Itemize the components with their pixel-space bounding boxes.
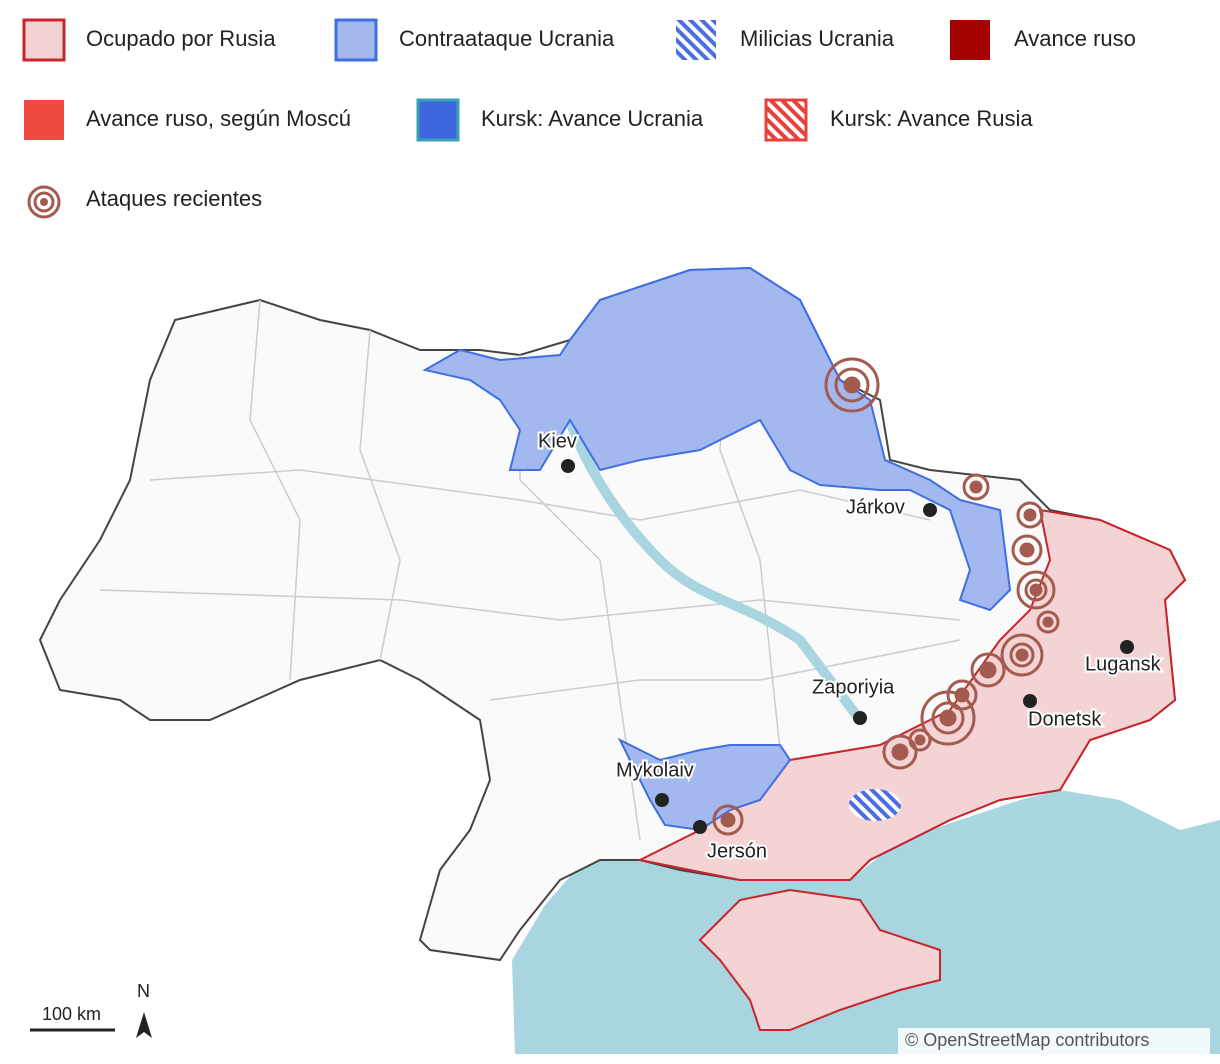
legend-label: Milicias Ucrania bbox=[740, 26, 895, 51]
legend-swatch bbox=[22, 18, 66, 62]
legend: Ocupado por Rusia Contraataque Ucrania M… bbox=[22, 18, 1136, 219]
legend-label: Avance ruso, según Moscú bbox=[86, 106, 351, 131]
city-label: Kiev bbox=[538, 430, 577, 452]
legend-swatch bbox=[24, 100, 64, 140]
counterattack-south bbox=[617, 737, 792, 832]
legend-swatch bbox=[764, 98, 808, 142]
scale-bar: 100 km bbox=[30, 1004, 115, 1032]
militia-area bbox=[849, 789, 901, 821]
city-label: Járkov bbox=[846, 496, 905, 518]
legend-swatch bbox=[676, 20, 716, 60]
scale-label: 100 km bbox=[42, 1004, 101, 1024]
legend-label: Ocupado por Rusia bbox=[86, 26, 276, 51]
city-label: Lugansk bbox=[1085, 653, 1162, 675]
legend-label: Ataques recientes bbox=[86, 186, 262, 211]
crimea bbox=[698, 888, 941, 1031]
legend-label: Kursk: Avance Ucrania bbox=[481, 106, 704, 131]
city-label: Mykolaiv bbox=[616, 759, 694, 781]
legend-swatch bbox=[334, 18, 378, 62]
legend-swatch bbox=[950, 20, 990, 60]
attribution-bg bbox=[898, 1028, 1210, 1054]
city-label: Zaporiyia bbox=[812, 676, 895, 698]
legend-label: Contraataque Ucrania bbox=[399, 26, 615, 51]
legend-label: Avance ruso bbox=[1014, 26, 1136, 51]
city-dots bbox=[561, 459, 1134, 834]
attribution: © OpenStreetMap contributors bbox=[905, 1030, 1149, 1050]
counterattack-north bbox=[422, 266, 1012, 612]
legend-label: Kursk: Avance Rusia bbox=[830, 106, 1033, 131]
map-area: Kiev Járkov Lugansk Donetsk Zaporiyia My… bbox=[38, 266, 1220, 1054]
north-label: N bbox=[137, 981, 150, 1001]
city-label: Jersón bbox=[707, 840, 767, 862]
river bbox=[555, 379, 864, 723]
attack-markers bbox=[712, 357, 1060, 836]
city-label: Donetsk bbox=[1028, 708, 1102, 730]
legend-swatch bbox=[416, 98, 460, 142]
north-arrow: N bbox=[136, 981, 152, 1038]
legend-swatch bbox=[27, 185, 61, 219]
